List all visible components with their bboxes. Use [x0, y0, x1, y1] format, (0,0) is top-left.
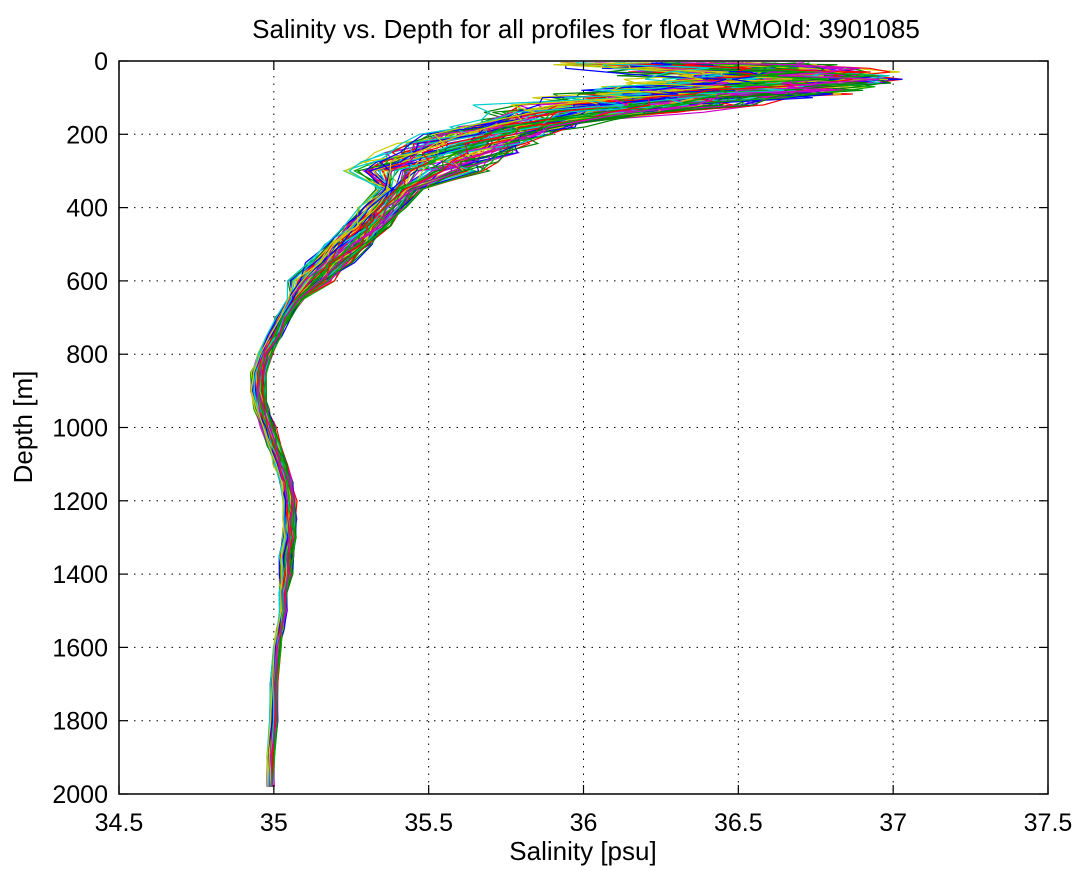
x-tick-label: 35.5 — [404, 809, 453, 837]
profile-lines — [249, 62, 903, 787]
profile-line — [261, 62, 861, 787]
y-axis-tick-labels: 0 200 400 600 800 1000 1200 1400 1600 1800 2000 — [52, 48, 108, 809]
profile-line — [262, 62, 853, 787]
chart-title: Salinity vs. Depth for all profiles for … — [252, 14, 920, 44]
grid — [119, 61, 1048, 794]
profile-line — [253, 62, 772, 787]
profile-line — [255, 62, 805, 787]
profile-line — [261, 62, 867, 787]
profile-line — [257, 62, 815, 787]
profile-line — [256, 62, 785, 787]
y-tick-label: 800 — [66, 341, 108, 369]
y-tick-label: 400 — [66, 195, 108, 223]
profile-line — [261, 62, 872, 787]
profile-line — [261, 62, 891, 787]
profile-line — [262, 62, 891, 787]
profile-line — [250, 62, 729, 787]
profile-line — [257, 62, 798, 787]
profile-line — [261, 62, 867, 787]
profile-line — [258, 62, 801, 787]
x-axis-label: Salinity [psu] — [509, 836, 656, 866]
profile-line — [249, 62, 730, 787]
profile-line — [254, 62, 774, 787]
profile-line — [256, 62, 769, 787]
profile-line — [258, 62, 880, 787]
y-tick-label: 2000 — [52, 781, 108, 809]
profile-line — [257, 62, 825, 787]
profile-line — [257, 62, 791, 787]
profile-line — [255, 62, 819, 787]
profile-line — [254, 62, 779, 787]
profile-line — [253, 62, 729, 787]
profile-line — [252, 62, 770, 787]
y-tick-label: 600 — [66, 268, 108, 296]
profile-line — [257, 62, 829, 787]
profile-line — [256, 62, 775, 787]
profile-line — [250, 62, 750, 787]
profile-line — [257, 62, 795, 787]
profile-line — [258, 62, 793, 787]
x-tick-label: 37.5 — [1024, 809, 1073, 837]
profile-line — [260, 62, 868, 787]
profile-line — [259, 62, 801, 787]
x-tick-label: 36 — [570, 809, 598, 837]
profile-line — [255, 62, 828, 787]
x-axis-tick-labels: 34.5 35 35.5 36 36.5 37 37.5 — [95, 809, 1073, 837]
y-tick-label: 0 — [94, 48, 108, 76]
profile-line — [257, 62, 786, 787]
x-tick-label: 36.5 — [714, 809, 763, 837]
profile-line — [257, 62, 796, 787]
profile-line — [255, 62, 768, 787]
profile-line — [261, 62, 871, 787]
profile-line — [257, 62, 785, 787]
profile-line — [253, 62, 763, 787]
x-tick-label: 37 — [879, 809, 907, 837]
x-tick-label: 35 — [260, 809, 288, 837]
profile-line — [264, 62, 903, 787]
x-tick-label: 34.5 — [95, 809, 144, 837]
profile-line — [249, 62, 720, 787]
y-tick-label: 200 — [66, 121, 108, 149]
profile-line — [258, 62, 780, 787]
profile-line — [263, 62, 878, 787]
y-tick-label: 1200 — [52, 488, 108, 516]
profile-line — [255, 62, 748, 787]
y-tick-label: 1600 — [52, 634, 108, 662]
profile-line — [252, 62, 740, 787]
profile-line — [256, 62, 731, 787]
profile-line — [265, 62, 892, 787]
y-tick-label: 1400 — [52, 561, 108, 589]
y-tick-label: 1000 — [52, 415, 108, 443]
profile-line — [252, 62, 777, 787]
y-axis-label: Depth [m] — [8, 371, 38, 484]
profile-line — [257, 62, 796, 787]
profile-line — [258, 62, 874, 787]
profile-line — [258, 62, 812, 787]
profile-line — [255, 62, 738, 787]
axis-ticks — [118, 60, 1049, 795]
profile-line — [252, 62, 775, 787]
profile-line — [252, 62, 741, 787]
profile-line — [258, 62, 775, 787]
y-tick-label: 1800 — [52, 708, 108, 736]
profile-line — [256, 62, 820, 787]
profile-line — [254, 62, 763, 787]
profile-line — [252, 62, 710, 787]
profile-line — [255, 62, 810, 787]
profile-line — [256, 62, 731, 787]
profile-line — [257, 62, 816, 787]
profile-line — [253, 62, 814, 787]
